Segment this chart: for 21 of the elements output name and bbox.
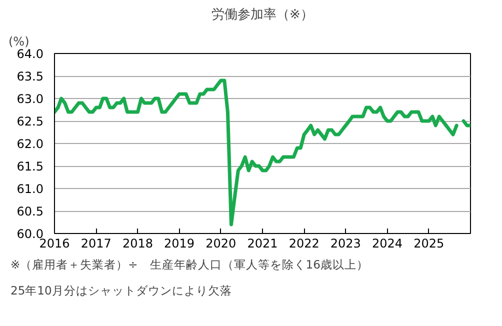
- y-tick-label: 64.0: [16, 47, 44, 61]
- x-tick-label: 2025: [414, 236, 444, 250]
- x-tick-label: 2021: [247, 236, 278, 250]
- x-tick-label: 2024: [372, 236, 403, 250]
- chart-title: 労働参加率（※）: [212, 6, 314, 22]
- y-axis-title: (%): [8, 34, 30, 48]
- y-tick-label: 61.5: [16, 160, 44, 174]
- x-tick-label: 2022: [288, 236, 320, 250]
- x-tick-label: 2019: [164, 236, 195, 250]
- y-tick-label: 62.5: [16, 114, 44, 128]
- x-tick-label: 2018: [122, 236, 154, 250]
- y-tick-label: 62.0: [16, 137, 44, 151]
- x-tick-label: 2017: [80, 236, 112, 250]
- x-tick-label: 2023: [330, 236, 361, 250]
- text: 25年10月分はシャットダウンにより欠落: [10, 284, 232, 298]
- x-tick-label: 2020: [206, 236, 236, 250]
- text: ※（雇用者＋失業者）÷ 生産年齢人口（軍人等を除く16歳以上）: [10, 258, 368, 272]
- y-tick-label: 61.0: [16, 182, 44, 196]
- y-tick-label: 63.0: [16, 92, 44, 106]
- y-tick-label: 60.5: [16, 204, 44, 218]
- y-tick-label: 63.5: [16, 70, 44, 84]
